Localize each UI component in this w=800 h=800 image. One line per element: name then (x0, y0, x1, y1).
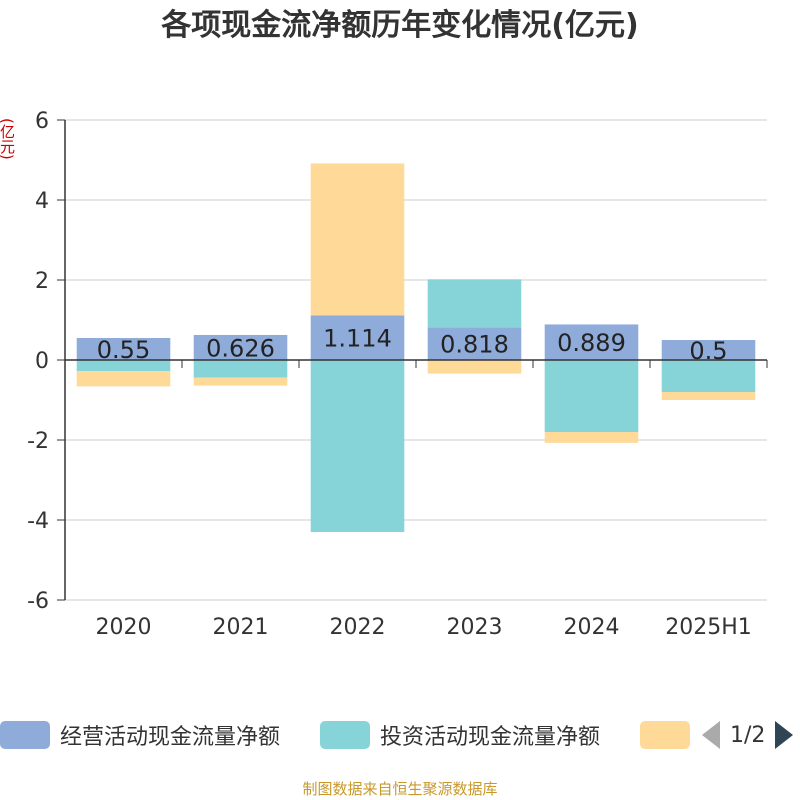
data-label: 1.114 (323, 325, 392, 353)
data-label: 0.626 (206, 334, 275, 362)
legend-item-third[interactable] (640, 713, 690, 757)
bar-segment (310, 360, 405, 532)
bar-segment (76, 338, 171, 360)
bar-segment (544, 324, 639, 360)
bar-segment (661, 340, 756, 360)
legend-pager: 1/2 (702, 713, 794, 757)
bar-segment (310, 163, 405, 316)
data-label: 0.889 (557, 329, 626, 357)
legend: 经营活动现金流量净额 投资活动现金流量净额 1/2 (0, 713, 800, 757)
legend-swatch (320, 721, 370, 749)
y-tick-label: 6 (35, 109, 49, 134)
bar-segment (544, 432, 639, 443)
x-tick-label: 2023 (447, 615, 503, 640)
legend-swatch (0, 721, 50, 749)
data-source-note: 制图数据来自恒生聚源数据库 (302, 780, 498, 798)
bar-segment (661, 360, 756, 392)
bar-segment (427, 327, 522, 360)
y-tick-label: 4 (35, 189, 49, 214)
bar-segment (76, 371, 171, 387)
legend-next-page-icon[interactable] (775, 721, 794, 749)
bar-segment (427, 360, 522, 374)
y-tick-label: -2 (27, 429, 49, 454)
bar-segment (193, 360, 288, 378)
y-tick-label: 0 (35, 349, 49, 374)
x-tick-label: 2022 (330, 615, 386, 640)
bar-segment (427, 279, 522, 328)
x-tick-label: 2021 (213, 615, 269, 640)
data-label: 0.818 (440, 331, 509, 359)
x-tick-label: 2024 (564, 615, 620, 640)
legend-prev-page-icon[interactable] (702, 721, 720, 749)
x-tick-label: 2020 (96, 615, 152, 640)
bar-segment (661, 392, 756, 400)
legend-label: 经营活动现金流量净额 (60, 725, 281, 750)
x-tick-label: 2025H1 (665, 615, 752, 640)
legend-swatch (640, 721, 690, 749)
bar-segment (76, 360, 171, 372)
chart-title: 各项现金流净额历年变化情况(亿元) (161, 8, 639, 43)
y-tick-label: 2 (35, 269, 49, 294)
legend-label: 投资活动现金流量净额 (380, 725, 601, 750)
legend-item-operating[interactable]: 经营活动现金流量净额 (0, 713, 280, 757)
y-tick-label: -4 (27, 509, 49, 534)
legend-page-indicator: 1/2 (730, 722, 766, 748)
bar-segment (310, 315, 405, 360)
legend-item-investing[interactable]: 投资活动现金流量净额 (320, 713, 600, 757)
y-axis-unit: (亿元) (0, 118, 16, 160)
bar-segment (544, 360, 639, 432)
bar-segment (193, 377, 288, 386)
bar-segment (193, 334, 288, 360)
data-label: 0.5 (689, 337, 727, 365)
y-tick-label: -6 (27, 589, 49, 614)
